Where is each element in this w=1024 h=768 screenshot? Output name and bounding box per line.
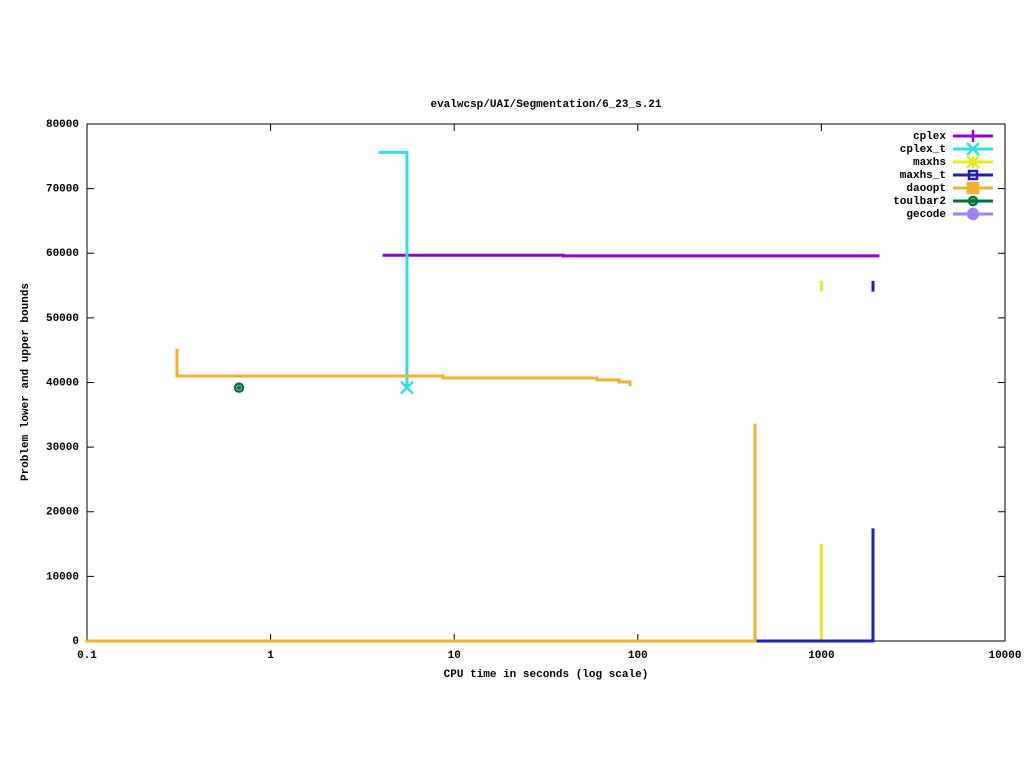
plot-frame <box>86 123 1006 642</box>
x-tick-label: 0.1 <box>77 650 97 662</box>
data-point <box>400 380 414 395</box>
legend-label: maxhs_t <box>900 170 946 182</box>
legend-label: toulbar2 <box>893 196 946 208</box>
y-axis-label: Problem lower and upper bounds <box>20 283 32 481</box>
chart-title: evalwcsp/UAI/Segmentation/6_23_s.21 <box>430 99 661 111</box>
y-tick-label: 10000 <box>46 571 79 583</box>
y-tick-label: 70000 <box>46 184 79 196</box>
y-tick-label: 20000 <box>46 507 79 519</box>
y-tick-label: 50000 <box>46 313 79 325</box>
legend-label: cplex_t <box>900 144 946 156</box>
y-tick-label: 0 <box>72 636 79 648</box>
x-tick-label: 1000 <box>808 650 834 662</box>
x-tick-label: 1 <box>267 650 274 662</box>
legend-marker <box>967 130 979 142</box>
series-line <box>384 255 878 566</box>
series-line <box>85 348 757 643</box>
legend-marker <box>966 207 980 221</box>
y-tick-label: 30000 <box>46 442 79 454</box>
legend-marker <box>966 181 980 195</box>
legend-label: gecode <box>906 209 946 221</box>
series-line <box>85 280 823 643</box>
y-tick-label: 60000 <box>46 248 79 260</box>
y-tick-label: 40000 <box>46 377 79 389</box>
legend-label: daoopt <box>906 183 946 195</box>
legend-label: cplex <box>913 131 946 143</box>
y-tick-label: 80000 <box>46 119 79 131</box>
x-axis-label: CPU time in seconds (log scale) <box>444 669 649 681</box>
legend-marker <box>966 142 980 156</box>
x-tick-label: 10000 <box>988 650 1021 662</box>
x-tick-label: 10 <box>448 650 461 662</box>
series-line <box>378 150 409 390</box>
legend-label: maxhs <box>913 157 946 169</box>
x-tick-label: 100 <box>628 650 648 662</box>
data-point <box>233 382 245 393</box>
legend-marker <box>967 195 979 207</box>
legend-marker <box>966 155 980 169</box>
legend-marker <box>967 169 979 181</box>
